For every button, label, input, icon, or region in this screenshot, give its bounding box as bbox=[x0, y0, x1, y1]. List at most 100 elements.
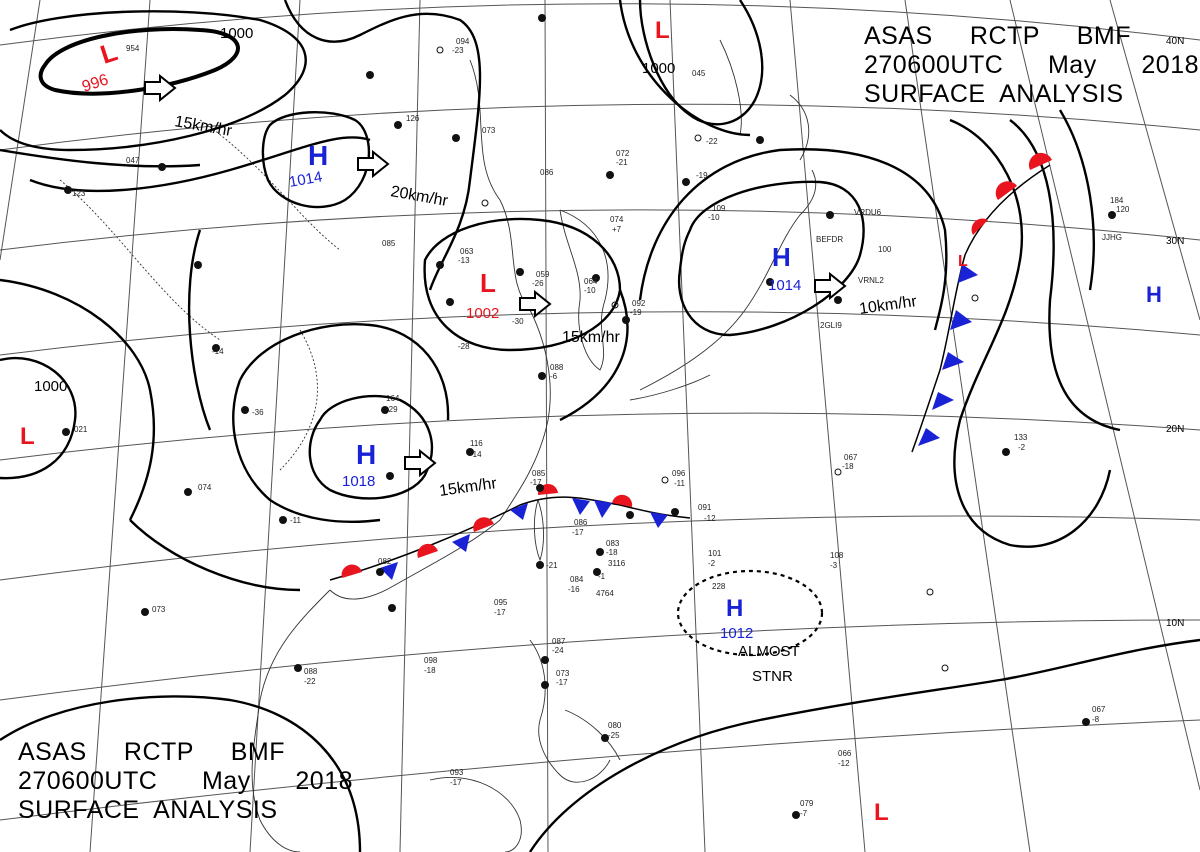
station-label: +7 bbox=[612, 225, 622, 234]
station-label: -28 bbox=[458, 342, 470, 351]
station-label: -21 bbox=[546, 561, 558, 570]
station-label: 108 bbox=[830, 551, 844, 560]
station-label: 228 bbox=[712, 582, 726, 591]
station-label: -16 bbox=[568, 585, 580, 594]
high-pressure-symbol: H bbox=[356, 439, 376, 470]
station-label: -26 bbox=[532, 279, 544, 288]
station-label: 088 bbox=[550, 363, 564, 372]
station-label: -22 bbox=[706, 137, 718, 146]
isobar-label: 1000 bbox=[220, 25, 253, 42]
motion-arrow-1002-low bbox=[519, 289, 552, 319]
station-label: 021 bbox=[74, 425, 88, 434]
chart-header-top-right: ASAS RCTP BMF 270600UTC May 2018 SURFACE… bbox=[864, 22, 1199, 109]
station-label: VRNL2 bbox=[858, 276, 884, 285]
station-label: -21 bbox=[616, 158, 628, 167]
motion-arrow-nw-low bbox=[144, 73, 177, 103]
motion-arrow-japan-high bbox=[814, 271, 847, 301]
station-label: -11 bbox=[674, 479, 686, 488]
station-label: -19 bbox=[696, 171, 708, 180]
station-label: -14 bbox=[470, 450, 482, 459]
station-label: 164 bbox=[386, 394, 400, 403]
station-label: -13 bbox=[458, 256, 470, 265]
station-label: 045 bbox=[692, 69, 706, 78]
station-label: -17 bbox=[450, 778, 462, 787]
motion-speed-label: 15km/hr bbox=[173, 113, 234, 140]
station-label: 2GLI9 bbox=[820, 321, 842, 330]
station-label: 094 bbox=[456, 37, 470, 46]
header-agency-line: ASAS RCTP BMF bbox=[864, 22, 1132, 50]
station-label: -12 bbox=[838, 759, 850, 768]
station-label: 067 bbox=[844, 453, 858, 462]
station-label: -18 bbox=[842, 462, 854, 471]
latitude-labels: 40N 30N 20N 10N bbox=[1166, 36, 1184, 629]
high-pressure-value: 1012 bbox=[720, 625, 753, 642]
station-label: 084 bbox=[570, 575, 584, 584]
low-pressure-symbol: L bbox=[958, 253, 968, 270]
stationary-front bbox=[329, 483, 691, 581]
station-label: -17 bbox=[572, 528, 584, 537]
station-label: -6 bbox=[550, 372, 558, 381]
high-pressure-symbol: H bbox=[772, 242, 791, 272]
coastlines bbox=[59, 39, 817, 852]
station-label: -25 bbox=[608, 731, 620, 740]
station-label: -36 bbox=[252, 408, 264, 417]
station-label: 096 bbox=[672, 469, 686, 478]
station-label: 954 bbox=[126, 44, 140, 53]
station-label: -22 bbox=[304, 677, 316, 686]
station-label: 095 bbox=[494, 598, 508, 607]
station-label: 083 bbox=[606, 539, 620, 548]
station-label: -8 bbox=[1092, 715, 1100, 724]
low-pressure-value: 1002 bbox=[466, 305, 499, 322]
station-label: -23 bbox=[452, 46, 464, 55]
station-label: -19 bbox=[630, 308, 642, 317]
lat-label-10n: 10N bbox=[1166, 618, 1184, 629]
station-label: 066 bbox=[838, 749, 852, 758]
station-label: 086 bbox=[574, 518, 588, 527]
lat-label-40n: 40N bbox=[1166, 36, 1184, 47]
high-pressure-symbol: H bbox=[1146, 282, 1162, 307]
station-label: 184 bbox=[1110, 196, 1124, 205]
low-pressure-symbol: L bbox=[874, 799, 889, 826]
station-label: 100 bbox=[878, 245, 892, 254]
station-label: 091 bbox=[698, 503, 712, 512]
station-label: -2 bbox=[1018, 443, 1026, 452]
header-time-line: 270600UTC May 2018 bbox=[18, 767, 353, 795]
station-label: 079 bbox=[800, 799, 814, 808]
station-label: -24 bbox=[552, 646, 564, 655]
station-plots bbox=[62, 14, 1116, 819]
station-label: -17 bbox=[556, 678, 568, 687]
station-label: 073 bbox=[556, 669, 570, 678]
station-label: -10 bbox=[708, 213, 720, 222]
station-label: 067 bbox=[1092, 705, 1106, 714]
stationary-annotation: ALMOST STNR bbox=[738, 643, 800, 685]
station-label: -10 bbox=[584, 286, 596, 295]
motion-arrows bbox=[144, 73, 847, 478]
station-label: 123 bbox=[72, 189, 86, 198]
station-label: -11 bbox=[290, 516, 302, 525]
station-label: 3116 bbox=[608, 559, 626, 568]
isobar-labels: 1000 1000 1000 bbox=[34, 25, 675, 395]
station-label: 098 bbox=[424, 656, 438, 665]
station-label: VRDU6 bbox=[854, 208, 882, 217]
station-label: -3 bbox=[830, 561, 838, 570]
station-label: -2 bbox=[708, 559, 716, 568]
station-label: -1 bbox=[598, 572, 606, 581]
station-label: 116 bbox=[470, 439, 483, 448]
pressure-centers: L 996 H 1014 L 1002 H 1014 H 1018 H 1012… bbox=[20, 17, 1162, 826]
motion-arrow-1018-high bbox=[404, 448, 437, 478]
station-label: BEFDR bbox=[816, 235, 843, 244]
header-agency-line: ASAS RCTP BMF bbox=[18, 738, 286, 766]
header-time-line: 270600UTC May 2018 bbox=[864, 51, 1199, 79]
motion-speed-label: 20km/hr bbox=[389, 183, 450, 210]
station-label: -7 bbox=[800, 809, 808, 818]
low-pressure-symbol: L bbox=[480, 268, 496, 298]
station-label: 074 bbox=[610, 215, 624, 224]
frontal-system-east bbox=[911, 152, 1052, 453]
station-label: 063 bbox=[460, 247, 474, 256]
station-label: 085 bbox=[532, 469, 546, 478]
station-label: 4764 bbox=[596, 589, 614, 598]
isobar-almost-stationary-high bbox=[676, 569, 824, 657]
low-pressure-symbol: L bbox=[655, 17, 670, 44]
motion-arrow-mongolia-high bbox=[357, 149, 390, 179]
